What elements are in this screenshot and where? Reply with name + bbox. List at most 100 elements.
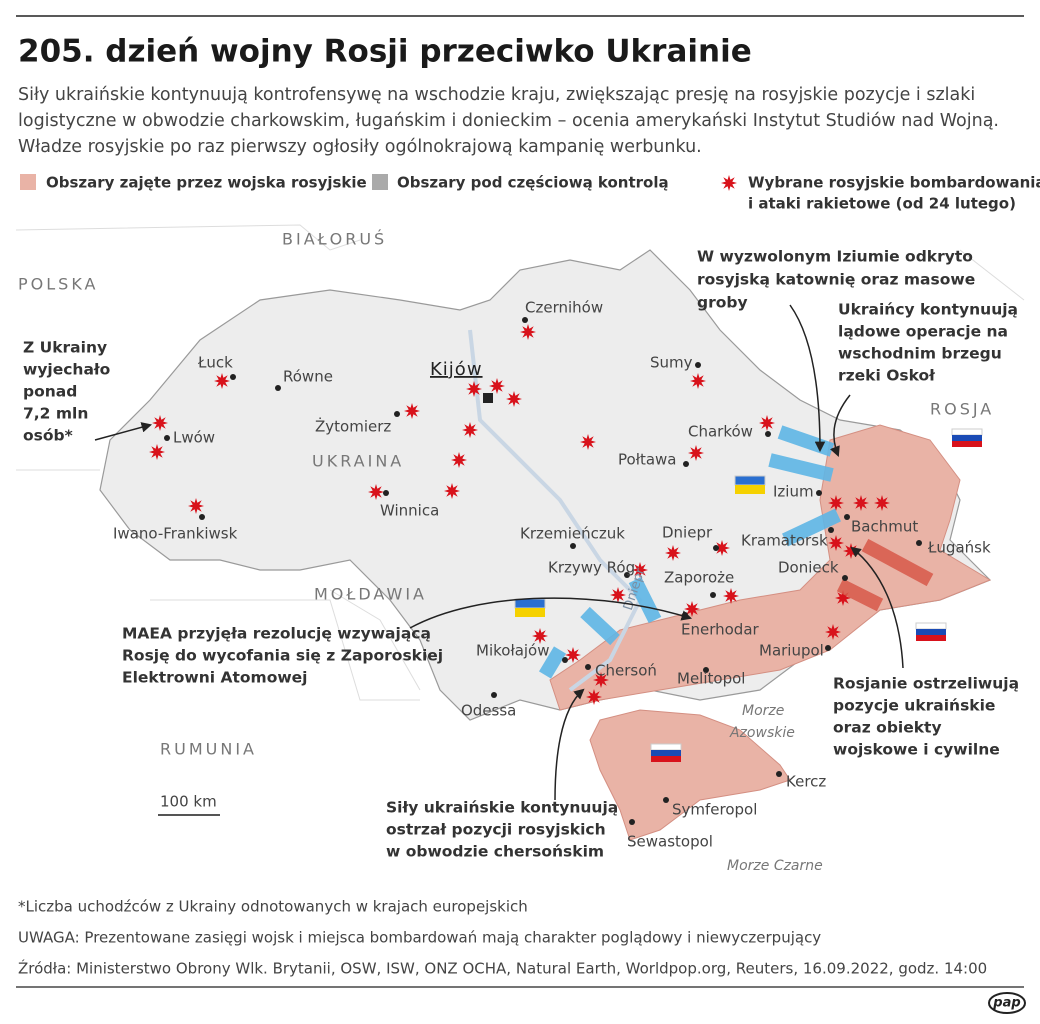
annotation: wojskowe i cywilne [833, 741, 1000, 759]
city-label: Krzywy Róg [548, 559, 635, 577]
annotation: osób* [23, 427, 73, 445]
city-dot [703, 667, 709, 673]
city-label: Charków [688, 423, 753, 441]
city-dot [916, 540, 922, 546]
legend-label: i ataki rakietowe (od 24 lutego) [748, 195, 1016, 213]
city-label: Enerhodar [681, 621, 760, 639]
map-layer: Siły ukraińskie kontynuują kontrofensywę… [18, 85, 1040, 1014]
city-label: Równe [283, 368, 333, 386]
annotation: MAEA przyjęła rezolucję wzywającą [122, 625, 431, 643]
sea-label: Morze Czarne [727, 858, 823, 874]
annotation: 7,2 mln [23, 405, 88, 423]
annotation-arrow [789, 304, 826, 453]
city-dot [765, 431, 771, 437]
annotation: wschodnim brzegu [838, 345, 1002, 363]
city-dot [663, 797, 669, 803]
bombardment-marker [368, 484, 384, 500]
annotation: rosyjską katownię oraz masowe [697, 271, 975, 289]
city-label: Połtawa [618, 451, 676, 469]
occupied-area [549, 424, 992, 711]
city-dot [230, 374, 236, 380]
city-dot [710, 592, 716, 598]
annotation: Rosjanie ostrzeliwują [833, 675, 1019, 693]
bombardment-marker [532, 628, 548, 644]
annotation: Ukraińcy kontynuują [838, 301, 1018, 319]
annotation-arrow [850, 546, 904, 669]
city-dot [816, 490, 822, 496]
footnote: UWAGA: Prezentowane zasięgi wojsk i miej… [18, 929, 821, 947]
annotation: Siły ukraińskie kontynuują [386, 799, 618, 817]
flag [951, 428, 983, 436]
bombardment-marker [451, 452, 467, 468]
annotation: wyjechało [23, 361, 110, 379]
city-label: Chersoń [595, 662, 657, 680]
offensive-arrow [768, 453, 834, 482]
annotation-arrow [409, 597, 693, 629]
sea-label: Azowskie [729, 725, 795, 741]
annotation: ponad [23, 383, 77, 401]
title: 205. dzień wojny Rosji przeciwko Ukraini… [18, 34, 752, 70]
country-label: BIAŁORUŚ [282, 230, 387, 249]
bombardment-marker [462, 422, 478, 438]
city-dot [570, 543, 576, 549]
bombardment-marker [828, 535, 844, 551]
city-dot [275, 385, 281, 391]
city-dot [491, 692, 497, 698]
city-dot [776, 771, 782, 777]
sea-label: Morze [742, 703, 784, 719]
city-label: Krzemieńczuk [520, 525, 625, 543]
bombardment-marker [825, 624, 841, 640]
flag [514, 598, 546, 609]
annotation: pozycje ukraińskie [833, 697, 995, 715]
city-dot [828, 527, 834, 533]
flag [952, 441, 982, 447]
country-label: RUMUNIA [160, 740, 257, 759]
city-label: Mikołajów [476, 642, 550, 660]
city-label: Mariupol [759, 642, 824, 660]
annotation-arrow [830, 394, 851, 457]
footnote: *Liczba uchodźców z Ukrainy odnotowanych… [18, 898, 528, 916]
city-label: Czernihów [525, 299, 603, 317]
bombardment-marker [580, 434, 596, 450]
flag [734, 475, 766, 486]
city-label: Ługańsk [927, 539, 991, 557]
bombardment-marker [489, 378, 505, 394]
bombardment-marker [466, 381, 482, 397]
city-dot [164, 435, 170, 441]
flag [651, 756, 681, 762]
bombardment-marker [714, 540, 730, 556]
subtitle-line: Siły ukraińskie kontynuują kontrofensywę… [18, 85, 975, 105]
city-dot [713, 545, 719, 551]
city-dot [624, 572, 630, 578]
flag [916, 629, 946, 635]
city-dot [683, 461, 689, 467]
city-label: Żytomierz [315, 417, 391, 436]
bombardment-marker [665, 545, 681, 561]
city-dot [383, 490, 389, 496]
bombardment-marker [152, 415, 168, 431]
legend-label: Wybrane rosyjskie bombardowania [748, 174, 1040, 192]
footnote: Źródła: Ministerstwo Obrony Wlk. Brytani… [18, 959, 987, 978]
city-label: Izium [773, 483, 814, 501]
city-label: Donieck [778, 559, 839, 577]
city-dot [629, 819, 635, 825]
bombardment-marker [520, 324, 536, 340]
annotation: oraz obiekty [833, 719, 942, 737]
bombardment-marker [586, 689, 602, 705]
city-label: Iwano-Frankiwsk [113, 525, 238, 543]
city-dot [199, 514, 205, 520]
city-label: Kramatorsk [741, 532, 828, 550]
capital-marker [483, 393, 493, 403]
city-label: Sewastopol [627, 833, 713, 851]
annotation: ostrzał pozycji rosyjskich [386, 821, 606, 839]
flag [915, 622, 947, 630]
subtitle-line: logistyczne w obwodzie charkowskim, ługa… [18, 111, 999, 131]
city-label: Winnica [380, 502, 439, 520]
city-dot [394, 411, 400, 417]
bombardment-marker [721, 175, 737, 191]
city-label: Zaporoże [664, 569, 734, 587]
annotation: lądowe operacje na [838, 323, 1008, 341]
russian-arrow [836, 578, 884, 612]
bombardment-marker [506, 391, 522, 407]
